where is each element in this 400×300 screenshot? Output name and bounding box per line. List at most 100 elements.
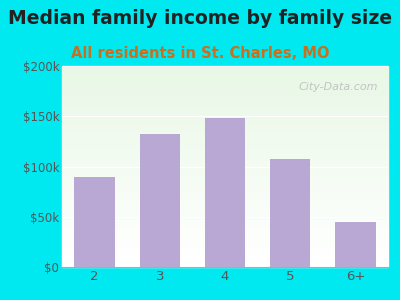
Bar [62,239,388,240]
Bar [62,145,388,146]
Bar [62,105,388,106]
Bar [62,154,388,156]
Bar [270,160,310,267]
Bar [62,247,388,248]
Bar [62,153,388,154]
Bar [62,200,388,201]
Bar [62,90,388,92]
Bar [62,211,388,212]
Bar [62,238,388,239]
Bar [62,178,388,180]
Bar [62,187,388,188]
Bar [62,228,388,230]
Bar [62,236,388,238]
Bar [62,140,388,141]
Bar [62,106,388,107]
Bar [62,197,388,199]
Bar [62,243,388,244]
Bar [62,164,388,165]
Bar [62,177,388,178]
Bar [62,188,388,189]
Bar [62,232,388,233]
Bar [62,149,388,150]
Bar [62,264,388,266]
Bar [62,85,388,86]
Bar [62,133,388,134]
Bar [62,107,388,109]
Bar [62,258,388,259]
Bar [62,173,388,175]
Bar [62,235,388,236]
Bar [62,138,388,140]
Bar [62,110,388,112]
Bar [62,231,388,232]
Bar [62,161,388,163]
Bar [62,117,388,118]
Bar [62,250,388,251]
Bar [62,66,388,67]
Bar [62,121,388,122]
Bar [62,89,388,90]
Bar [62,260,388,262]
Bar [62,112,388,113]
Bar [62,120,388,121]
Bar [62,246,388,247]
Bar [62,218,388,219]
Bar [62,157,388,158]
Text: Median family income by family size: Median family income by family size [8,9,392,28]
Bar [62,118,388,120]
Bar [62,146,388,148]
Bar [62,259,388,260]
Bar [62,109,388,110]
Bar [62,136,388,137]
Bar [62,215,388,216]
Bar [62,213,388,215]
Bar [62,220,388,221]
Bar [62,92,388,93]
Bar [62,209,388,211]
Bar [62,207,388,208]
Bar [62,113,388,114]
Bar [62,80,388,81]
Bar [74,176,115,267]
Bar [62,125,388,126]
Bar [62,87,388,89]
Bar [335,222,376,267]
Bar [62,224,388,226]
Bar [62,134,388,136]
Bar [62,170,388,172]
Bar [62,172,388,173]
Bar [62,204,388,206]
Bar [62,150,388,152]
Bar [62,208,388,209]
Bar [62,130,388,132]
Bar [62,94,388,95]
Bar [62,252,388,253]
Bar [62,175,388,176]
Bar [62,256,388,258]
Bar [62,183,388,184]
Bar [62,114,388,116]
Bar [62,190,388,192]
Bar [62,102,388,104]
Bar [62,103,388,105]
Bar [62,124,388,125]
Bar [62,144,388,145]
Bar [62,93,388,94]
Bar [62,75,388,77]
Bar [62,262,388,263]
Bar [62,181,388,183]
Bar [62,160,388,161]
Bar [62,100,388,101]
Bar [62,199,388,200]
Bar [62,240,388,242]
Bar [62,141,388,142]
Bar [62,95,388,97]
Bar [62,251,388,252]
Bar [62,70,388,71]
Bar [62,206,388,207]
Bar [62,83,388,85]
Bar [62,67,388,69]
Bar [62,165,388,166]
Bar [62,168,388,169]
